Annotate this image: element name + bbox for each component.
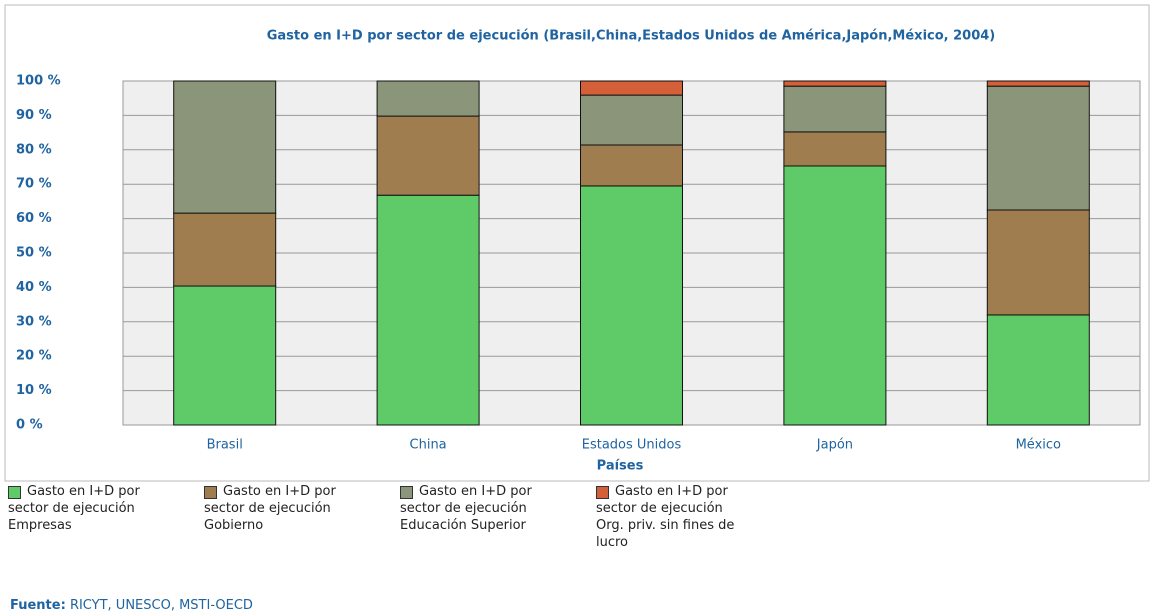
x-tick-label: Japón [816,438,853,453]
chart-title: Gasto en I+D por sector de ejecución (Br… [267,29,996,44]
y-tick-label: 60 % [16,211,52,226]
bar-segment [783,165,887,426]
source: Fuente: RICYT, UNESCO, MSTI-OECD [10,598,253,613]
y-tick-label: 70 % [16,177,52,192]
bar-segment [376,80,480,117]
bar-segment [376,194,480,426]
y-tick-label: 50 % [16,246,52,261]
bar-segment [783,85,887,133]
bar-segment [580,94,683,146]
bar-segment [783,131,887,167]
y-tick-label: 20 % [16,349,52,364]
legend-swatch [400,486,413,499]
source-text: RICYT, UNESCO, MSTI-OECD [69,598,253,613]
chart: Gasto en I+D por sector de ejecución (Br… [4,4,1150,482]
legend-label: Gasto en I+D por sector de ejecución Gob… [204,484,336,533]
bar-segment [986,314,1090,426]
y-tick-label: 30 % [16,314,52,329]
legend-label: Gasto en I+D por sector de ejecución Emp… [8,484,140,533]
y-tick-label: 90 % [16,108,52,123]
legend-item: Gasto en I+D por sector de ejecución Gob… [204,483,389,534]
bar-segment [986,80,1090,87]
legend-item: Gasto en I+D por sector de ejecución Org… [596,483,781,551]
legend-swatch [596,486,609,499]
bar-segment [376,115,480,196]
x-tick-label: Brasil [207,438,243,453]
bar-segment [580,185,683,426]
bar-segment [173,285,277,426]
legend-label: Gasto en I+D por sector de ejecución Edu… [400,484,532,533]
x-tick-label: China [410,438,447,453]
bar-segment [173,212,277,287]
bar-segment [173,80,277,214]
legend-item: Gasto en I+D por sector de ejecución Edu… [400,483,585,534]
legend-label: Gasto en I+D por sector de ejecución Org… [596,484,735,550]
legend-swatch [8,486,21,499]
source-label: Fuente: [10,598,66,613]
legend-swatch [204,486,217,499]
x-tick-label: Estados Unidos [582,438,682,453]
bar-segment [580,144,683,187]
bar-segment [986,209,1090,316]
bar-segment [986,85,1090,211]
bar-segment [783,80,887,87]
x-axis-label: Países [597,459,644,474]
bar-segment [580,80,683,96]
y-tick-label: 0 % [16,418,43,433]
y-tick-label: 80 % [16,142,52,157]
legend: Gasto en I+D por sector de ejecución Emp… [8,483,808,613]
legend-item: Gasto en I+D por sector de ejecución Emp… [8,483,193,534]
x-tick-label: México [1016,438,1061,453]
y-tick-label: 100 % [16,74,61,89]
y-tick-label: 40 % [16,280,52,295]
y-tick-label: 10 % [16,383,52,398]
